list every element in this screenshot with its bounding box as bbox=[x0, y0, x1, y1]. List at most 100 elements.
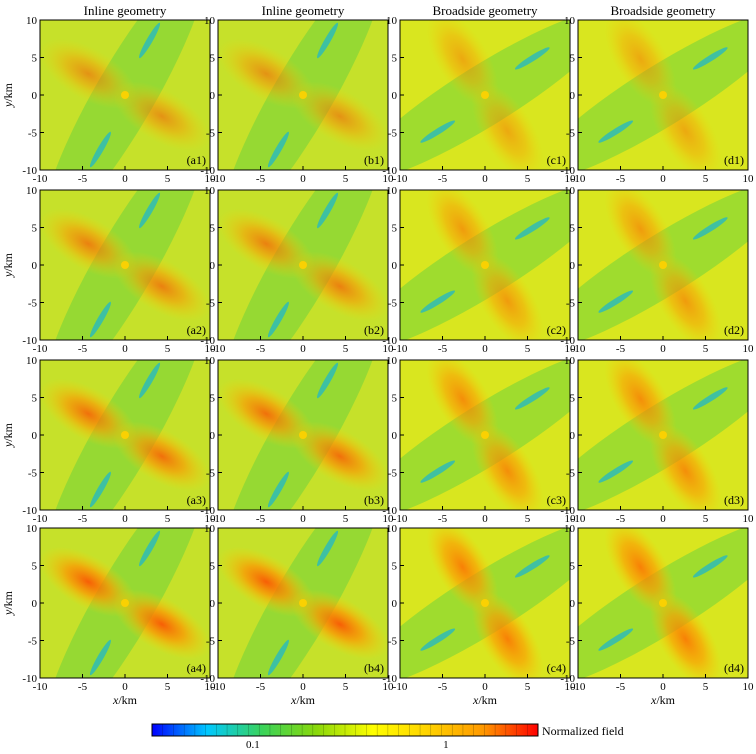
y-tick-label: 0 bbox=[392, 430, 398, 442]
y-tick-label: -5 bbox=[566, 298, 576, 310]
anomaly-streak bbox=[598, 120, 634, 143]
y-tick-label: 0 bbox=[32, 430, 38, 442]
high-field-lobe bbox=[426, 190, 499, 278]
anomaly-streak bbox=[89, 639, 111, 676]
x-tick-label: 0 bbox=[482, 513, 488, 525]
x-tick-label: -5 bbox=[616, 173, 626, 185]
x-tick-label: -5 bbox=[616, 513, 626, 525]
panel-label: (d1) bbox=[724, 153, 744, 167]
y-tick-label: 10 bbox=[204, 15, 216, 27]
anomaly-streak bbox=[317, 530, 339, 567]
high-field-lobe bbox=[471, 422, 544, 510]
x-tick-label: 5 bbox=[343, 681, 349, 693]
x-tick-label: 5 bbox=[525, 173, 531, 185]
y-tick-label: -5 bbox=[566, 128, 576, 140]
panel-label: (a4) bbox=[187, 661, 206, 675]
anomaly-streak bbox=[267, 131, 289, 168]
x-tick-label: -10 bbox=[211, 343, 226, 355]
column-title-2: Inline geometry bbox=[262, 3, 345, 18]
y-tick-label: 10 bbox=[204, 185, 216, 197]
y-tick-label: 5 bbox=[392, 223, 398, 235]
x-tick-label: 10 bbox=[383, 343, 395, 355]
x-tick-label: 0 bbox=[300, 343, 306, 355]
x-tick-label: -5 bbox=[438, 681, 448, 693]
x-tick-label: -5 bbox=[78, 681, 88, 693]
x-tick-label: -10 bbox=[571, 343, 586, 355]
y-tick-label: 5 bbox=[210, 53, 216, 65]
high-field-lobe bbox=[426, 20, 499, 108]
high-field-lobe bbox=[426, 360, 499, 448]
source-marker bbox=[481, 91, 489, 99]
panel-label: (d4) bbox=[724, 661, 744, 675]
high-field-lobe bbox=[649, 590, 722, 678]
x-tick-label: 5 bbox=[343, 343, 349, 355]
x-tick-label: 10 bbox=[205, 513, 217, 525]
panel-label: (b3) bbox=[364, 493, 384, 507]
x-tick-label: 10 bbox=[743, 513, 755, 525]
y-axis-label: y/km bbox=[1, 590, 15, 616]
y-tick-label: -5 bbox=[388, 128, 398, 140]
high-field-lobe bbox=[471, 590, 544, 678]
y-tick-label: -10 bbox=[560, 335, 575, 347]
source-marker bbox=[481, 599, 489, 607]
y-tick-label: 0 bbox=[210, 430, 216, 442]
anomaly-streak bbox=[89, 301, 111, 338]
y-tick-label: -10 bbox=[382, 505, 397, 517]
source-marker bbox=[299, 91, 307, 99]
high-field-lobe bbox=[604, 528, 677, 616]
high-field-lobe bbox=[649, 252, 722, 340]
y-tick-label: 0 bbox=[210, 90, 216, 102]
x-tick-label: 10 bbox=[383, 681, 395, 693]
anomaly-streak bbox=[89, 131, 111, 168]
x-tick-label: 5 bbox=[343, 173, 349, 185]
x-tick-label: 10 bbox=[565, 681, 577, 693]
anomaly-streak bbox=[317, 22, 339, 59]
x-tick-label: -5 bbox=[438, 173, 448, 185]
x-tick-label: -10 bbox=[211, 513, 226, 525]
high-field-lobe bbox=[604, 20, 677, 108]
x-tick-label: 5 bbox=[703, 681, 709, 693]
y-tick-label: -10 bbox=[560, 505, 575, 517]
y-tick-label: 0 bbox=[570, 430, 576, 442]
y-tick-label: 5 bbox=[570, 223, 576, 235]
anomaly-streak bbox=[267, 301, 289, 338]
y-tick-label: -5 bbox=[28, 298, 38, 310]
x-tick-label: 5 bbox=[165, 343, 171, 355]
x-tick-label: 10 bbox=[565, 173, 577, 185]
y-tick-label: -10 bbox=[560, 673, 575, 685]
x-tick-label: 10 bbox=[383, 173, 395, 185]
x-tick-label: -5 bbox=[78, 343, 88, 355]
x-tick-label: 0 bbox=[122, 343, 128, 355]
x-tick-label: 10 bbox=[205, 681, 217, 693]
y-tick-label: 5 bbox=[392, 561, 398, 573]
y-tick-label: 5 bbox=[210, 561, 216, 573]
y-tick-label: -5 bbox=[388, 636, 398, 648]
anomaly-streak bbox=[514, 387, 550, 410]
x-tick-label: 5 bbox=[343, 513, 349, 525]
y-tick-label: 5 bbox=[210, 223, 216, 235]
x-tick-label: 5 bbox=[165, 173, 171, 185]
anomaly-streak bbox=[420, 290, 456, 313]
source-marker bbox=[659, 431, 667, 439]
x-axis-label: x/km bbox=[290, 693, 316, 707]
y-tick-label: 0 bbox=[392, 598, 398, 610]
x-tick-label: 0 bbox=[122, 513, 128, 525]
y-tick-label: 5 bbox=[32, 393, 38, 405]
panel-label: (c4) bbox=[547, 661, 566, 675]
high-field-lobe bbox=[218, 378, 316, 449]
source-marker bbox=[299, 599, 307, 607]
y-tick-label: 10 bbox=[564, 15, 576, 27]
x-tick-label: 5 bbox=[703, 343, 709, 355]
column-title-4: Broadside geometry bbox=[610, 3, 716, 18]
y-tick-label: 10 bbox=[26, 523, 38, 535]
x-tick-label: 0 bbox=[300, 513, 306, 525]
y-tick-label: 10 bbox=[386, 15, 398, 27]
anomaly-streak bbox=[598, 628, 634, 651]
panel-label: (d2) bbox=[724, 323, 744, 337]
y-tick-label: 0 bbox=[32, 260, 38, 272]
